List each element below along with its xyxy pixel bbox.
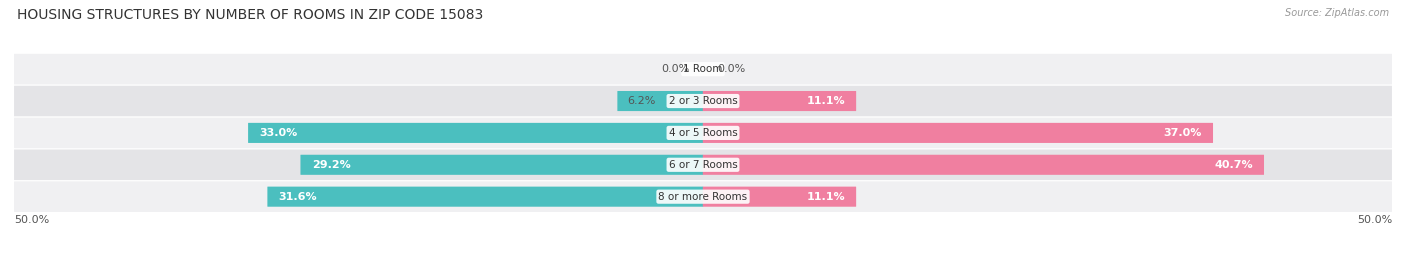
Text: 50.0%: 50.0%: [1357, 215, 1392, 225]
Text: 11.1%: 11.1%: [806, 96, 845, 106]
Text: 40.7%: 40.7%: [1215, 160, 1253, 170]
FancyBboxPatch shape: [14, 181, 1392, 212]
Text: 1 Room: 1 Room: [683, 64, 723, 74]
Text: 8 or more Rooms: 8 or more Rooms: [658, 192, 748, 202]
FancyBboxPatch shape: [703, 187, 856, 207]
Text: 0.0%: 0.0%: [717, 64, 745, 74]
FancyBboxPatch shape: [703, 123, 1213, 143]
Text: HOUSING STRUCTURES BY NUMBER OF ROOMS IN ZIP CODE 15083: HOUSING STRUCTURES BY NUMBER OF ROOMS IN…: [17, 8, 484, 22]
FancyBboxPatch shape: [14, 54, 1392, 84]
FancyBboxPatch shape: [267, 187, 703, 207]
Text: 50.0%: 50.0%: [14, 215, 49, 225]
FancyBboxPatch shape: [14, 150, 1392, 180]
Text: 31.6%: 31.6%: [278, 192, 318, 202]
Text: 29.2%: 29.2%: [312, 160, 350, 170]
Text: 33.0%: 33.0%: [259, 128, 298, 138]
Text: 6.2%: 6.2%: [627, 96, 655, 106]
Text: 6 or 7 Rooms: 6 or 7 Rooms: [669, 160, 737, 170]
FancyBboxPatch shape: [14, 86, 1392, 116]
FancyBboxPatch shape: [703, 91, 856, 111]
FancyBboxPatch shape: [617, 91, 703, 111]
Text: Source: ZipAtlas.com: Source: ZipAtlas.com: [1285, 8, 1389, 18]
FancyBboxPatch shape: [247, 123, 703, 143]
FancyBboxPatch shape: [301, 155, 703, 175]
Text: 2 or 3 Rooms: 2 or 3 Rooms: [669, 96, 737, 106]
Text: 0.0%: 0.0%: [661, 64, 689, 74]
FancyBboxPatch shape: [703, 155, 1264, 175]
Text: 4 or 5 Rooms: 4 or 5 Rooms: [669, 128, 737, 138]
Text: 11.1%: 11.1%: [806, 192, 845, 202]
FancyBboxPatch shape: [14, 118, 1392, 148]
Text: 37.0%: 37.0%: [1163, 128, 1202, 138]
